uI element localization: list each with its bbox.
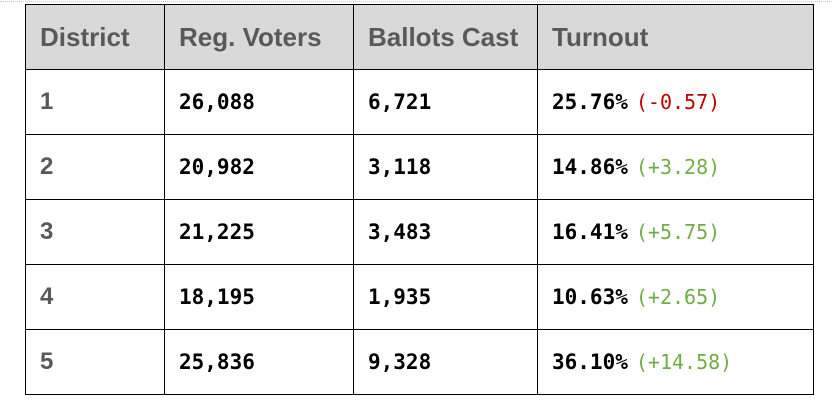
turnout-change: (+2.65): [635, 285, 721, 309]
turnout-value: 16.41%: [552, 220, 628, 244]
turnout-value: 36.10%: [552, 350, 628, 374]
turnout-value: 25.76%: [552, 90, 628, 114]
turnout-value: 10.63%: [552, 285, 628, 309]
reg-voters-cell: 18,195: [164, 264, 354, 330]
turnout-cell: 25.76% (-0.57): [537, 69, 814, 135]
top-dotted-divider: [0, 1, 832, 2]
table-row: 1 26,088 6,721 25.76% (-0.57): [25, 69, 814, 135]
reg-voters-cell: 25,836: [164, 329, 354, 395]
turnout-cell: 10.63% (+2.65): [537, 264, 814, 330]
reg-voters-cell: 20,982: [164, 134, 354, 200]
header-turnout: Turnout: [537, 4, 814, 70]
turnout-change: (-0.57): [635, 90, 721, 114]
table-row: 5 25,836 9,328 36.10% (+14.58): [25, 329, 814, 395]
reg-voters-cell: 26,088: [164, 69, 354, 135]
district-cell: 1: [25, 69, 165, 135]
ballots-cast-cell: 3,483: [353, 199, 538, 265]
turnout-cell: 14.86% (+3.28): [537, 134, 814, 200]
district-cell: 2: [25, 134, 165, 200]
header-district: District: [25, 4, 165, 70]
table-row: 4 18,195 1,935 10.63% (+2.65): [25, 264, 814, 330]
turnout-table: District Reg. Voters Ballots Cast Turnou…: [25, 4, 814, 395]
turnout-cell: 36.10% (+14.58): [537, 329, 814, 395]
district-cell: 4: [25, 264, 165, 330]
ballots-cast-cell: 1,935: [353, 264, 538, 330]
header-ballots-cast: Ballots Cast: [353, 4, 538, 70]
header-reg-voters: Reg. Voters: [164, 4, 354, 70]
turnout-cell: 16.41% (+5.75): [537, 199, 814, 265]
table-header-row: District Reg. Voters Ballots Cast Turnou…: [25, 4, 814, 70]
reg-voters-cell: 21,225: [164, 199, 354, 265]
ballots-cast-cell: 9,328: [353, 329, 538, 395]
table-row: 3 21,225 3,483 16.41% (+5.75): [25, 199, 814, 265]
turnout-change: (+14.58): [635, 350, 733, 374]
table-row: 2 20,982 3,118 14.86% (+3.28): [25, 134, 814, 200]
turnout-value: 14.86%: [552, 155, 628, 179]
turnout-change: (+5.75): [635, 220, 721, 244]
district-cell: 3: [25, 199, 165, 265]
ballots-cast-cell: 3,118: [353, 134, 538, 200]
district-cell: 5: [25, 329, 165, 395]
ballots-cast-cell: 6,721: [353, 69, 538, 135]
turnout-change: (+3.28): [635, 155, 721, 179]
